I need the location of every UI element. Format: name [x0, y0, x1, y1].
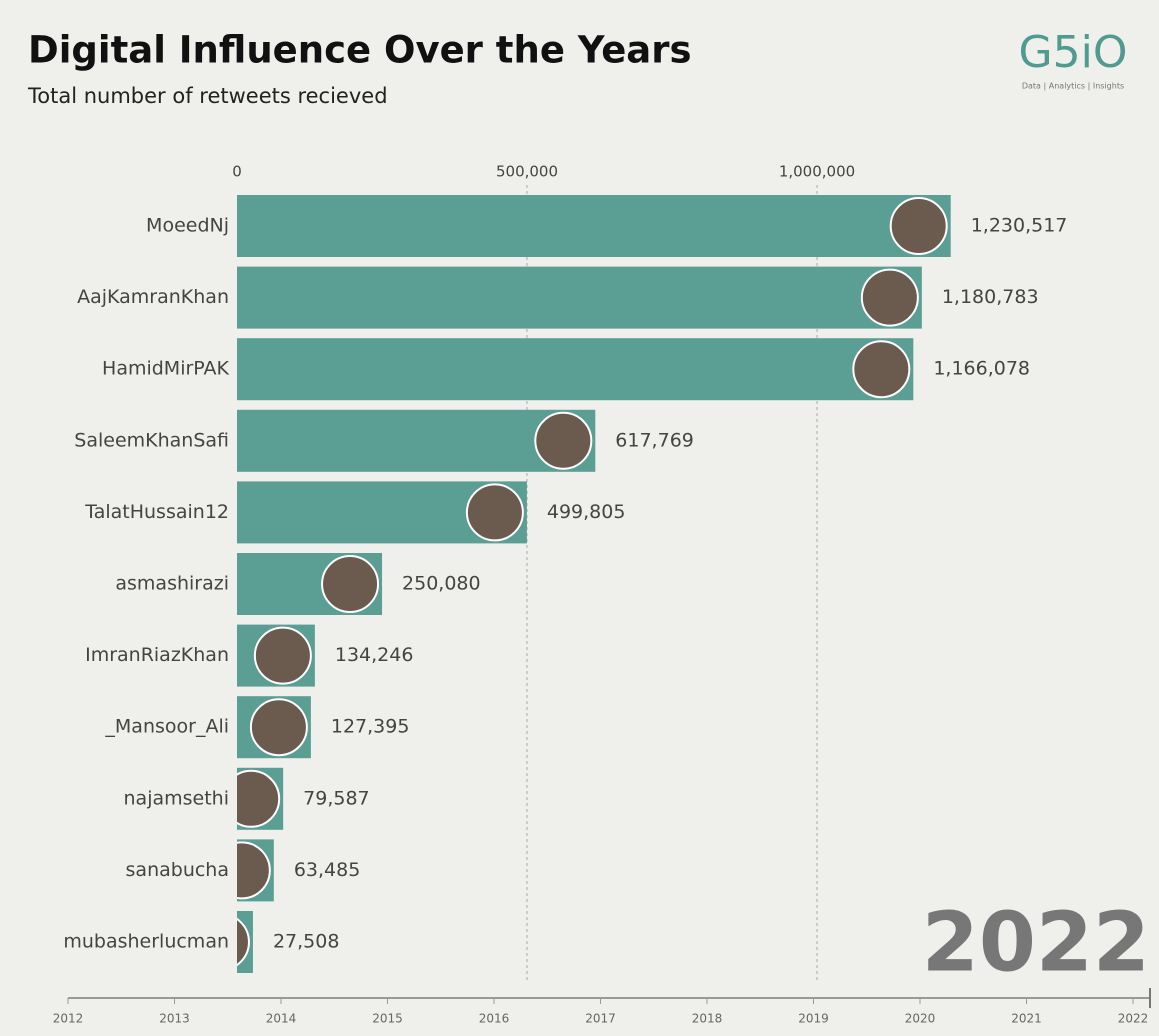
- timeline-label: 2013: [159, 1012, 190, 1026]
- timeline-label: 2021: [1011, 1012, 1042, 1026]
- value-label: 499,805: [547, 501, 626, 523]
- timeline-label: 2018: [692, 1012, 723, 1026]
- timeline-label: 2022: [1118, 1012, 1149, 1026]
- y-tick-label: SaleemKhanSafi: [74, 429, 229, 451]
- avatar: [862, 270, 918, 326]
- timeline-label: 2014: [266, 1012, 297, 1026]
- bar: [237, 338, 913, 400]
- value-label: 127,395: [331, 716, 410, 738]
- timeline-label: 2016: [479, 1012, 510, 1026]
- logo: G5iO: [1019, 27, 1128, 78]
- logo-tagline: Data | Analytics | Insights: [1022, 82, 1124, 91]
- value-label: 79,587: [303, 787, 369, 809]
- y-tick-label: mubasherlucman: [63, 931, 229, 953]
- timeline-label: 2012: [53, 1012, 84, 1026]
- value-label: 1,166,078: [933, 358, 1030, 380]
- chart-title: Digital Influence Over the Years: [28, 29, 692, 72]
- x-tick-label: 500,000: [496, 163, 558, 181]
- avatar: [467, 484, 523, 540]
- value-label: 617,769: [615, 429, 694, 451]
- value-label: 27,508: [273, 931, 339, 953]
- timeline-label: 2015: [372, 1012, 403, 1026]
- value-label: 250,080: [402, 573, 481, 595]
- value-label: 1,230,517: [971, 215, 1068, 237]
- y-tick-label: AajKamranKhan: [77, 286, 229, 308]
- bar: [237, 195, 951, 257]
- y-tick-label: ImranRiazKhan: [85, 644, 229, 666]
- avatar: [535, 413, 591, 469]
- y-tick-label: najamsethi: [124, 787, 229, 809]
- x-tick-label: 1,000,000: [779, 163, 855, 181]
- value-label: 1,180,783: [942, 286, 1039, 308]
- value-label: 134,246: [335, 644, 414, 666]
- y-tick-label: TalatHussain12: [84, 501, 229, 523]
- y-tick-label: HamidMirPAK: [102, 358, 230, 380]
- x-tick-label: 0: [232, 163, 242, 181]
- avatar: [853, 341, 909, 397]
- y-tick-label: MoeedNj: [146, 215, 229, 237]
- timeline-label: 2020: [905, 1012, 936, 1026]
- y-tick-label: _Mansoor_Ali: [104, 716, 229, 738]
- value-label: 63,485: [294, 859, 360, 881]
- timeline-label: 2019: [798, 1012, 829, 1026]
- timeline-label: 2017: [585, 1012, 616, 1026]
- avatar: [322, 556, 378, 612]
- y-tick-label: sanabucha: [126, 859, 229, 881]
- avatar: [255, 628, 311, 684]
- avatar: [891, 198, 947, 254]
- bar: [237, 267, 922, 329]
- avatar: [251, 699, 307, 755]
- chart-subtitle: Total number of retweets recieved: [27, 84, 388, 108]
- current-year: 2022: [922, 895, 1150, 990]
- y-tick-label: asmashirazi: [115, 573, 229, 595]
- chart: Digital Influence Over the Years Total n…: [0, 0, 1159, 1036]
